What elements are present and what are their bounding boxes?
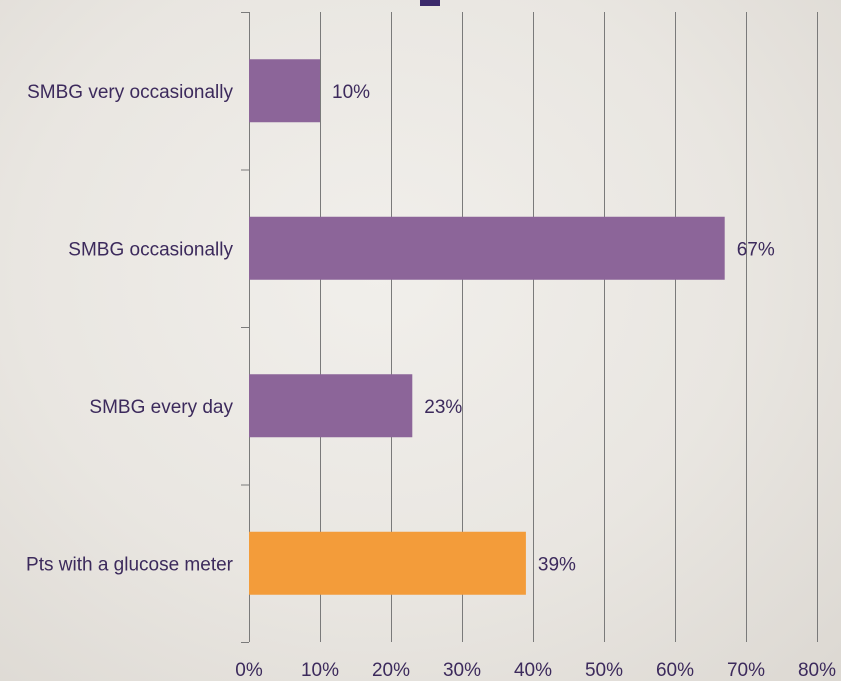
x-tick-label: 20% [372,660,410,681]
category-label: SMBG every day [89,397,233,418]
x-tick-label: 40% [514,660,552,681]
x-tick-label: 0% [235,660,263,681]
data-label: 10% [332,82,370,103]
data-label: 67% [737,239,775,260]
x-tick-label: 60% [656,660,694,681]
bar [249,216,725,280]
category-label: Pts with a glucose meter [26,554,234,575]
x-tick-label: 70% [727,660,765,681]
x-tick-label: 30% [443,660,481,681]
bar [249,531,526,595]
x-tick-label: 10% [301,660,339,681]
category-label: SMBG very occasionally [27,82,233,103]
x-tick-label: 80% [798,660,836,681]
bar [249,374,413,438]
title-fragment [420,0,440,6]
gridlines [241,12,818,643]
bar [249,59,320,123]
data-label: 23% [424,397,462,418]
bars [249,59,725,595]
x-tick-label: 50% [585,660,623,681]
labels: 0% 10% 20% 30% 40% 50% 60% 70% 80% SMBG very occa… [26,82,836,681]
category-label: SMBG occasionally [68,239,233,260]
data-label: 39% [538,554,576,575]
